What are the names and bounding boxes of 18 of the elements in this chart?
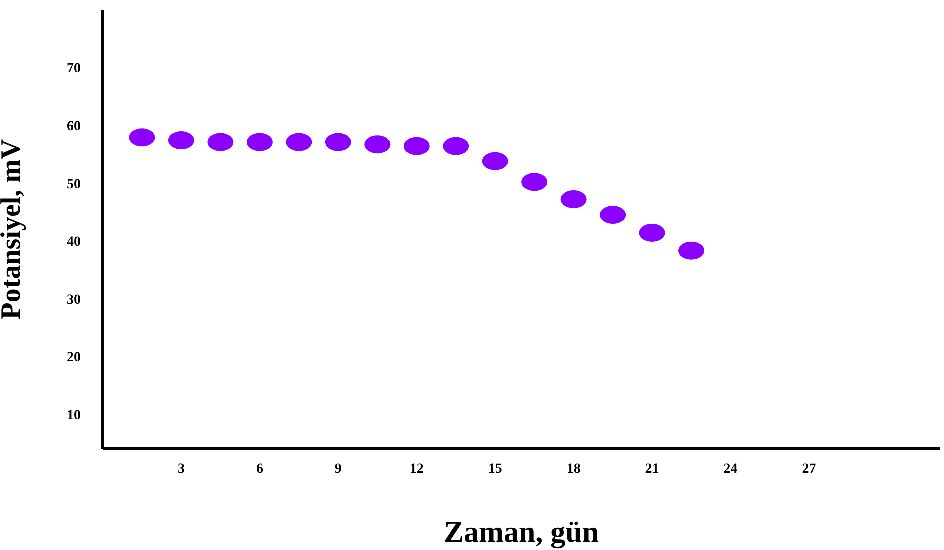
x-tick-label: 6: [256, 462, 264, 477]
x-tick-label: 24: [724, 462, 738, 477]
y-tick-label: 40: [67, 235, 81, 250]
x-tick-label: 21: [645, 462, 660, 477]
x-tick-label: 18: [566, 462, 581, 477]
y-tick-label: 50: [67, 177, 81, 192]
x-tick-label: 15: [488, 462, 502, 477]
x-tick-label: 12: [410, 462, 424, 477]
y-tick-label: 10: [67, 408, 81, 424]
y-axis-title: Potansiyel, mV: [0, 139, 27, 320]
x-axis-title: Zaman, gün: [444, 516, 600, 549]
y-tick-label: 20: [67, 350, 81, 366]
y-tick-label: 30: [67, 292, 81, 308]
x-tick-label: 3: [178, 462, 185, 477]
y-tick-label: 70: [67, 62, 81, 77]
y-tick-label: 60: [67, 119, 81, 134]
x-tick-label: 9: [334, 462, 342, 477]
x-tick-label: 27: [802, 462, 816, 477]
